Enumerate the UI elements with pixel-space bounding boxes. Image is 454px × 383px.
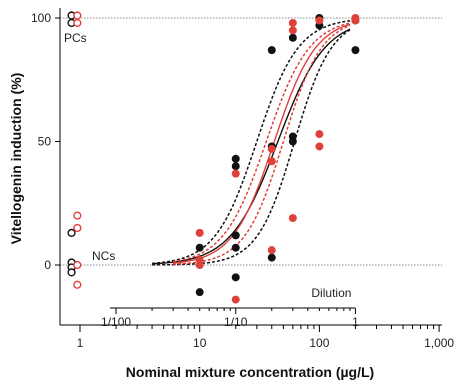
data-point — [288, 18, 297, 27]
y-tick-label: 50 — [38, 135, 52, 149]
control-point — [73, 223, 82, 233]
pcs-label: PCs — [64, 31, 87, 45]
confidence-curve — [152, 29, 351, 266]
x-tick-label: 1,000 — [424, 336, 454, 350]
data-point — [351, 46, 360, 55]
control-point — [73, 18, 82, 28]
data-point — [267, 246, 276, 255]
data-point — [231, 295, 240, 304]
control-point — [67, 228, 76, 237]
dilution-label: Dilution — [311, 286, 351, 300]
confidence-curve — [173, 22, 351, 263]
dilution-tick-label: 1 — [352, 315, 359, 329]
y-tick-label: 0 — [44, 258, 51, 272]
data-point — [351, 16, 360, 25]
confidence-curve — [173, 24, 351, 265]
y-tick-label: 100 — [31, 11, 51, 25]
axes — [55, 8, 442, 332]
data-point — [195, 228, 204, 237]
data-point — [288, 26, 297, 35]
control-point — [67, 268, 76, 277]
data-point — [231, 231, 240, 240]
data-point — [315, 16, 324, 25]
data-point — [195, 261, 204, 269]
y-axis-title: Vitellogenin induction (%) — [8, 73, 24, 245]
control-point — [73, 280, 82, 289]
data-point — [231, 162, 240, 171]
confidence-curve — [152, 20, 351, 265]
x-tick-label: 1 — [77, 336, 84, 350]
data-point — [231, 169, 240, 178]
data-point — [315, 130, 324, 139]
data-point — [195, 243, 204, 252]
dilution-tick-label: 1/10 — [224, 315, 248, 329]
x-tick-label: 10 — [193, 336, 207, 350]
labels: 0 50 100 1 10 100 1,000 1/100 1/10 1 Dilution PCs NC… — [8, 11, 454, 380]
data-point — [288, 214, 297, 223]
data-point — [288, 33, 297, 42]
data-point — [267, 157, 276, 166]
ncs-label: NCs — [92, 249, 115, 263]
data-point — [267, 144, 276, 153]
dilution-tick-label: 1/100 — [101, 315, 131, 329]
data-points — [67, 11, 360, 304]
control-point — [73, 211, 82, 220]
data-point — [267, 46, 276, 55]
data-point — [315, 142, 324, 151]
data-point — [195, 288, 204, 297]
reference-lines — [60, 17, 442, 266]
x-tick-label: 100 — [309, 336, 329, 350]
control-point — [73, 11, 82, 20]
data-point — [288, 137, 297, 146]
x-axis-title: Nominal mixture concentration (µg/L) — [126, 364, 374, 380]
data-point — [231, 243, 240, 252]
data-point — [231, 154, 240, 163]
control-point — [73, 260, 82, 270]
fit-curves — [152, 20, 351, 266]
data-point — [231, 273, 240, 282]
data-point — [267, 253, 276, 262]
